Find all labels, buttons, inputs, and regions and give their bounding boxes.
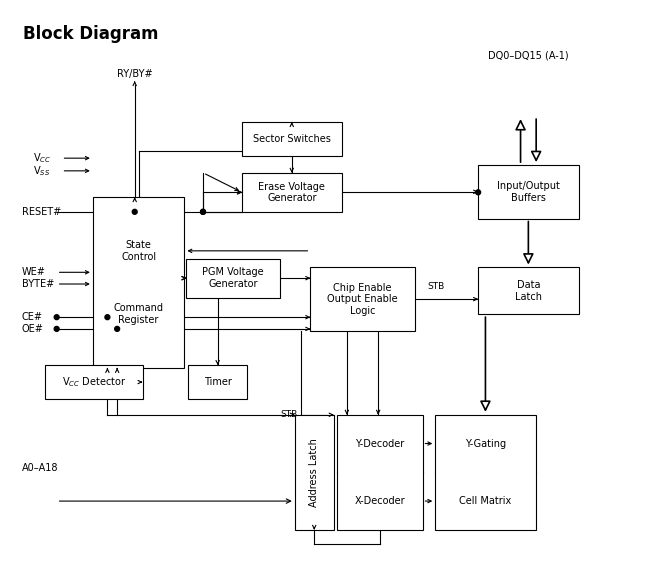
Circle shape xyxy=(200,209,205,215)
Bar xyxy=(93,197,185,368)
Bar xyxy=(242,122,342,156)
Text: DQ0–DQ15 (A-1): DQ0–DQ15 (A-1) xyxy=(488,51,568,61)
Text: State
Control: State Control xyxy=(121,240,156,262)
Circle shape xyxy=(54,327,59,331)
Text: Sector Switches: Sector Switches xyxy=(253,134,331,144)
Text: BYTE#: BYTE# xyxy=(21,279,54,289)
Text: Input/Output
Buffers: Input/Output Buffers xyxy=(497,181,560,203)
Text: Erase Voltage
Generator: Erase Voltage Generator xyxy=(258,182,325,203)
Text: Y-Decoder: Y-Decoder xyxy=(355,439,404,448)
Text: Cell Matrix: Cell Matrix xyxy=(459,496,512,506)
Text: WE#: WE# xyxy=(21,267,45,277)
Text: OE#: OE# xyxy=(21,324,43,334)
Text: Timer: Timer xyxy=(203,377,231,387)
Text: CE#: CE# xyxy=(21,312,43,322)
Text: A0–A18: A0–A18 xyxy=(21,463,58,473)
Bar xyxy=(435,415,536,530)
Circle shape xyxy=(475,190,481,195)
Bar xyxy=(478,165,579,218)
Text: Data
Latch: Data Latch xyxy=(515,280,542,302)
Text: Command
Register: Command Register xyxy=(114,303,163,325)
Bar xyxy=(337,415,422,530)
Circle shape xyxy=(105,315,110,320)
Bar xyxy=(187,259,280,298)
Text: Block Diagram: Block Diagram xyxy=(23,24,158,43)
Bar xyxy=(45,365,143,399)
Text: Y-Gating: Y-Gating xyxy=(465,439,506,448)
Text: RESET#: RESET# xyxy=(21,207,61,217)
Text: PGM Voltage
Generator: PGM Voltage Generator xyxy=(202,267,264,289)
Circle shape xyxy=(115,327,120,331)
Bar xyxy=(242,173,342,212)
Text: V$_{CC}$ Detector: V$_{CC}$ Detector xyxy=(61,375,126,389)
Text: STB: STB xyxy=(280,410,298,419)
Text: V$_{CC}$: V$_{CC}$ xyxy=(33,151,52,165)
Bar xyxy=(295,415,334,530)
Circle shape xyxy=(200,209,205,215)
Text: X-Decoder: X-Decoder xyxy=(354,496,405,506)
Text: V$_{SS}$: V$_{SS}$ xyxy=(33,164,50,178)
Circle shape xyxy=(54,315,59,320)
Bar xyxy=(310,267,415,331)
Text: STB: STB xyxy=(428,282,444,291)
Text: Address Latch: Address Latch xyxy=(309,438,319,507)
Text: Chip Enable
Output Enable
Logic: Chip Enable Output Enable Logic xyxy=(327,283,398,316)
Bar xyxy=(478,267,579,314)
Circle shape xyxy=(132,209,137,215)
Bar xyxy=(189,365,247,399)
Text: RY/BY#: RY/BY# xyxy=(117,69,152,79)
